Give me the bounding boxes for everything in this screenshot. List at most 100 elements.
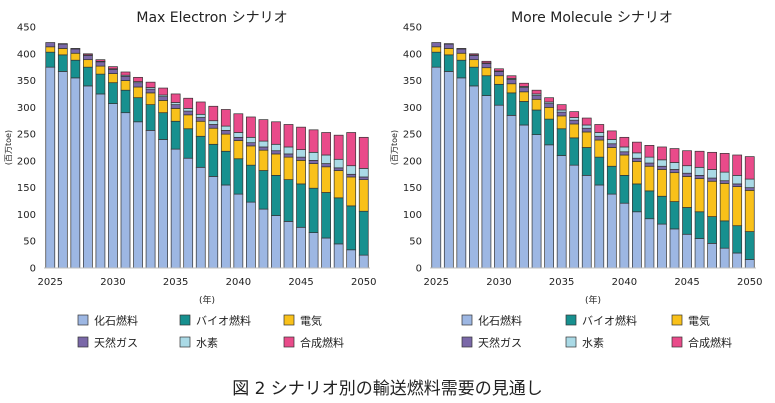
bar-segment-2045-s2: [296, 160, 306, 185]
bar-segment-2029-s2: [95, 65, 106, 75]
bar-segment-2028-s1: [469, 66, 479, 87]
bar-segment-2047-s1: [321, 192, 331, 239]
bar-segment-2032-s0: [519, 124, 529, 269]
bar-segment-2038-s0: [208, 176, 219, 269]
bar-segment-2025-s1: [45, 51, 56, 68]
bar-segment-2048-s2: [719, 183, 730, 222]
bar-segment-2027-s1: [70, 59, 81, 79]
bar-segment-2048-s2: [333, 170, 344, 199]
legend-label: 水素: [582, 337, 604, 350]
bar-segment-2044-s4: [669, 162, 680, 170]
bar-segment-2049-s2: [732, 186, 743, 227]
bar-segment-2049-s5: [732, 154, 743, 176]
bar-segment-2045-s1: [682, 207, 692, 235]
bar-segment-2026-s2: [443, 48, 454, 56]
bar-segment-2025-s2: [431, 46, 442, 53]
y-tick-label: 400: [17, 49, 36, 60]
bar-segment-2034-s2: [158, 100, 168, 114]
bar-segment-2039-s4: [606, 139, 617, 145]
y-tick-label: 250: [17, 130, 36, 141]
bar-segment-2047-s2: [707, 180, 717, 217]
legend-label: 電気: [300, 314, 322, 328]
bar-segment-2042-s0: [258, 208, 269, 269]
y-tick-label: 300: [403, 103, 422, 114]
bar-segment-2047-s1: [707, 216, 717, 244]
legend-item: 化石燃料: [461, 314, 522, 328]
bar-segment-2029-s0: [481, 95, 492, 269]
bar-segment-2041-s4: [246, 136, 256, 144]
bar-segment-2030-s3: [108, 68, 118, 74]
bar-segment-2040-s0: [233, 193, 244, 269]
bar-segment-2042-s2: [258, 149, 269, 171]
bar-segment-2035-s1: [170, 120, 181, 150]
bar-segment-2035-s5: [170, 93, 181, 103]
bar-segment-2042-s0: [644, 218, 655, 269]
bar-segment-2045-s2: [682, 176, 692, 208]
bar-segment-2049-s4: [346, 165, 357, 175]
legend-swatch: [77, 314, 89, 326]
bar-segment-2027-s2: [456, 52, 467, 61]
x-tick-label: 2035: [163, 277, 188, 288]
bar-segment-2041-s2: [246, 145, 256, 166]
bar-segment-2044-s2: [283, 156, 294, 180]
bar-segment-2031-s0: [506, 115, 517, 269]
bar-segment-2045-s5: [682, 150, 692, 167]
bar-segment-2038-s1: [208, 143, 219, 177]
bar-segment-2046-s0: [308, 232, 319, 269]
legend-swatch: [179, 314, 191, 326]
bar-segment-2050-s1: [358, 210, 369, 256]
legend-item: 化石燃料: [77, 314, 138, 328]
chart-more-molecule: More Molecule シナリオ 0 50 100 150 200 250 300 350 4…: [390, 10, 762, 350]
bar-segment-2036-s0: [183, 157, 194, 269]
bar-segment-2036-s0: [569, 164, 580, 269]
bar-segment-2026-s5: [443, 43, 454, 45]
legend-label: バイオ燃料: [582, 314, 637, 328]
bar-segment-2043-s2: [271, 153, 281, 176]
bar-segment-2050-s2: [358, 179, 369, 212]
bar-segment-2050-s5: [358, 136, 369, 169]
bar-segment-2025-s1: [431, 51, 442, 68]
x-tick-label: 2045: [288, 277, 313, 288]
bar-segment-2042-s3: [258, 146, 269, 151]
y-axis-label: (百万toe): [390, 130, 399, 165]
bar-segment-2044-s1: [283, 179, 294, 222]
legend-swatch: [283, 314, 295, 326]
bar-segment-2030-s0: [108, 103, 118, 269]
legend-item: 天然ガス: [461, 336, 522, 350]
bar-segment-2029-s0: [95, 93, 106, 269]
y-axis-label: (百万toe): [4, 130, 13, 165]
legend-swatch: [565, 336, 577, 348]
bar-segment-2026-s3: [57, 43, 68, 49]
bar-segment-2036-s1: [569, 137, 580, 166]
bar-segment-2044-s0: [283, 221, 294, 269]
bar-segment-2043-s5: [657, 146, 667, 161]
bar-segment-2037-s3: [581, 127, 592, 133]
x-tick-label: 2040: [612, 277, 637, 288]
bar-segment-2026-s0: [443, 71, 454, 269]
bar-segment-2030-s2: [108, 73, 118, 84]
bar-segment-2043-s4: [271, 143, 281, 152]
bar-segment-2025-s0: [45, 66, 56, 269]
bar-segment-2046-s5: [694, 150, 705, 168]
bar-segment-2030-s2: [494, 75, 504, 85]
legend-label: バイオ燃料: [196, 314, 251, 328]
bar-segment-2038-s4: [594, 132, 605, 137]
legend-label: 天然ガス: [94, 336, 138, 350]
x-tick-label: 2025: [38, 277, 63, 288]
bar-segment-2030-s0: [494, 104, 504, 269]
legend-swatch: [671, 314, 683, 326]
bar-segment-2035-s0: [170, 148, 181, 269]
legend-item: 水素: [565, 336, 604, 350]
bar-segment-2047-s4: [321, 154, 331, 164]
y-tick-label: 150: [403, 183, 422, 194]
x-tick-label: 2050: [351, 277, 376, 288]
bar-segment-2027-s0: [456, 77, 467, 269]
bar-segment-2046-s2: [308, 163, 319, 189]
bar-segment-2034-s0: [158, 139, 168, 269]
bar-segment-2046-s3: [308, 160, 319, 164]
bar-segment-2049-s0: [346, 249, 357, 269]
bar-segment-2047-s0: [707, 243, 717, 269]
bar-segment-2036-s5: [569, 111, 580, 118]
x-tick-label: 2025: [424, 277, 449, 288]
bar-segment-2036-s5: [183, 97, 194, 109]
